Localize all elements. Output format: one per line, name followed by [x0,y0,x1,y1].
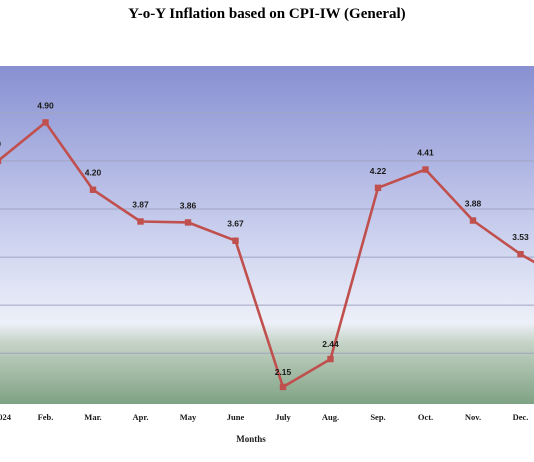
x-tick-9: Oct. [418,412,433,422]
x-tick-0: 2024 [0,412,12,422]
data-point-6 [279,383,287,391]
x-tick-2: Mar. [84,412,101,422]
data-point-3 [137,218,144,225]
data-point-0 [0,157,2,165]
data-point-2 [89,186,97,193]
data-point-1 [42,119,49,126]
x-tick-10: Nov. [465,412,481,422]
data-label-5: 3.67 [227,219,244,229]
data-label-0: 9 [0,139,1,149]
data-label-6: 2.15 [275,367,292,377]
x-tick-6: July [275,412,291,422]
data-point-10 [469,217,477,224]
chart-title: Y-o-Y Inflation based on CPI-IW (General… [128,6,405,22]
series-group: 9 4.90 4.20 3.87 3.86 3.67 2.15 2.44 4.22 4.41 3.8… [0,100,534,391]
x-tick-4: May [180,412,197,422]
data-point-11 [517,250,524,258]
data-point-8 [374,184,382,192]
data-label-4: 3.86 [180,200,197,210]
x-tick-3: Apr. [133,412,149,422]
plot-area [0,66,534,404]
x-tick-1: Feb. [38,412,54,422]
x-tick-11: Dec. [513,412,529,422]
x-tick-labels: 2024 Feb. Mar. Apr. May June July Aug. Sep. Oct. N… [0,412,528,422]
x-tick-8: Sep. [370,412,385,422]
data-point-7 [327,355,334,363]
gridlines [0,112,534,354]
data-label-8: 4.22 [370,166,387,176]
data-point-4 [184,219,192,226]
x-tick-7: Aug. [322,412,339,422]
data-label-2: 4.20 [85,168,102,178]
data-label-11: 3.53 [512,232,529,242]
x-axis-label: Months [236,434,266,444]
data-label-9: 4.41 [417,148,434,158]
data-label-10: 3.88 [465,199,482,209]
data-label-1: 4.90 [37,100,54,110]
x-tick-5: June [227,412,245,422]
data-label-3: 3.87 [132,199,149,209]
data-point-5 [232,237,239,244]
data-point-9 [422,166,429,173]
data-label-7: 2.44 [322,339,339,349]
